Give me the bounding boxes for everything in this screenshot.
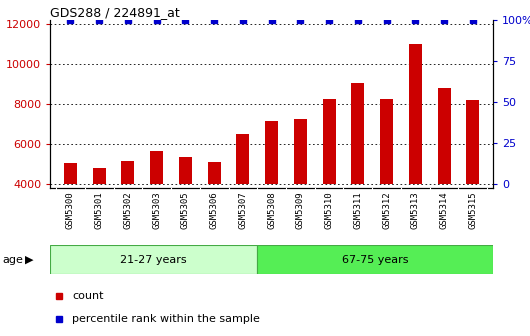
Text: GSM5315: GSM5315 — [469, 191, 478, 228]
Text: GSM5301: GSM5301 — [95, 191, 104, 228]
Text: GSM5306: GSM5306 — [210, 191, 219, 228]
Text: 67-75 years: 67-75 years — [342, 255, 408, 264]
Bar — [179, 157, 192, 184]
Bar — [294, 119, 307, 184]
Bar — [466, 100, 479, 184]
Text: GSM5310: GSM5310 — [324, 191, 333, 228]
Bar — [257, 245, 493, 274]
Bar — [150, 151, 163, 184]
Text: GSM5309: GSM5309 — [296, 191, 305, 228]
Text: GSM5305: GSM5305 — [181, 191, 190, 228]
Text: GSM5300: GSM5300 — [66, 191, 75, 228]
Text: GSM5312: GSM5312 — [382, 191, 391, 228]
Text: count: count — [73, 291, 104, 301]
Text: GSM5303: GSM5303 — [152, 191, 161, 228]
Text: GSM5311: GSM5311 — [354, 191, 363, 228]
Text: GSM5308: GSM5308 — [267, 191, 276, 228]
Bar — [265, 121, 278, 184]
Bar — [409, 44, 422, 184]
Bar — [121, 161, 135, 184]
Bar — [64, 163, 77, 184]
Text: GDS288 / 224891_at: GDS288 / 224891_at — [50, 6, 180, 19]
Bar — [208, 162, 220, 184]
Text: 21-27 years: 21-27 years — [120, 255, 187, 264]
Text: age: age — [3, 255, 23, 264]
Bar — [323, 99, 335, 184]
Bar — [93, 168, 105, 184]
Text: percentile rank within the sample: percentile rank within the sample — [73, 314, 260, 324]
Text: GSM5313: GSM5313 — [411, 191, 420, 228]
Text: ▶: ▶ — [25, 255, 34, 264]
Bar — [50, 245, 257, 274]
Text: GSM5307: GSM5307 — [238, 191, 248, 228]
Text: GSM5314: GSM5314 — [439, 191, 448, 228]
Bar — [236, 134, 249, 184]
Bar — [351, 83, 364, 184]
Bar — [380, 99, 393, 184]
Text: GSM5302: GSM5302 — [123, 191, 132, 228]
Bar — [438, 88, 450, 184]
